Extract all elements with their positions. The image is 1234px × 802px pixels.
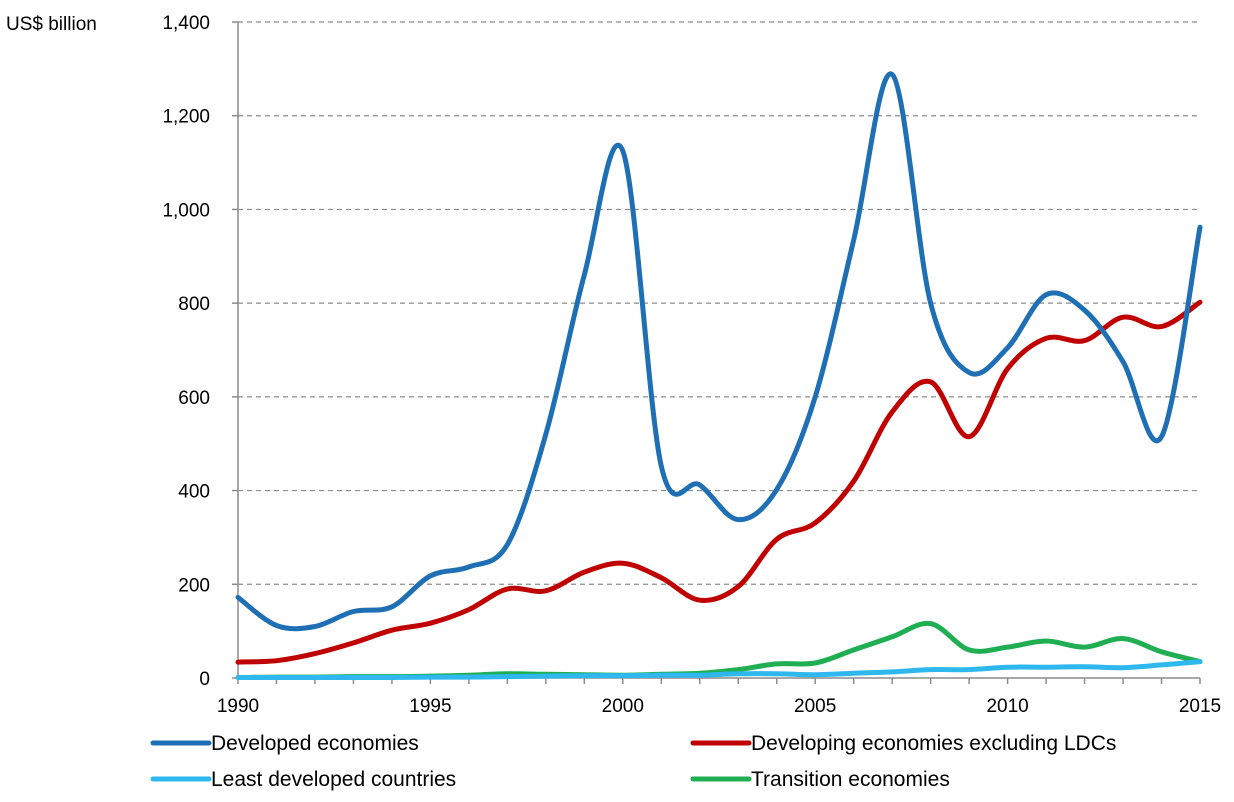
x-tick-label: 1990 [217,696,259,717]
y-tick-label: 1,000 [162,200,210,221]
x-tick-label: 2015 [1179,696,1221,717]
legend-label-developed-economies: Developed economies [211,732,419,755]
y-tick-label: 400 [178,482,210,503]
y-tick-label: 0 [199,669,210,690]
series-line-least-developed-countries [235,659,1203,681]
legend-label-transition-economies: Transition economies [751,768,950,791]
y-axis-unit-label: US$ billion [6,14,97,35]
series-line-developing-economies-excluding-ldcs [235,299,1203,665]
x-tick-label: 1995 [409,696,451,717]
gridlines [238,21,1200,585]
y-tick-label: 600 [178,388,210,409]
series-line-developed-economies [235,71,1203,632]
y-tick-label: 200 [178,575,210,596]
y-tick-label: 1,400 [162,13,210,34]
tick-labels: 0 200 400 600 800 1,000 1,200 1,400 1990 1995 2000… [162,13,1221,717]
legend: Developed economies Developing economies … [150,732,1116,791]
x-tick-label: 2005 [794,696,836,717]
legend-label-developing-economies-excluding-ldcs: Developing economies excluding LDCs [751,732,1116,755]
y-tick-label: 800 [178,294,210,315]
x-tick-label: 2010 [986,696,1028,717]
legend-label-least-developed-countries: Least developed countries [211,768,456,791]
x-tick-label: 2000 [602,696,644,717]
series-lines [235,71,1203,681]
y-tick-label: 1,200 [162,107,210,128]
